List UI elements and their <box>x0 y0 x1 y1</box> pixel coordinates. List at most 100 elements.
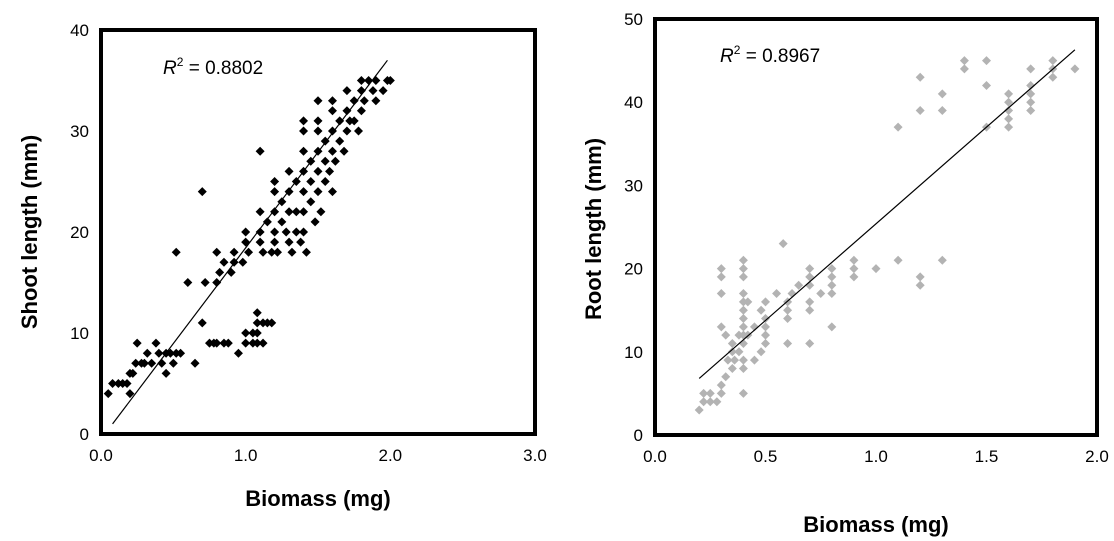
data-point <box>1026 106 1036 116</box>
data-point <box>313 166 323 176</box>
data-point <box>805 297 815 307</box>
data-point <box>738 255 748 265</box>
x-tick-label: 2.0 <box>379 446 403 465</box>
data-point <box>320 156 330 166</box>
data-point <box>937 89 947 99</box>
data-point <box>738 272 748 282</box>
data-point <box>277 217 287 227</box>
data-point <box>716 272 726 282</box>
data-point <box>139 358 149 368</box>
y-tick-labels: 0 10 20 30 40 <box>70 21 89 444</box>
y-tick-label: 50 <box>624 10 643 29</box>
data-point <box>171 247 181 257</box>
data-point <box>299 146 309 156</box>
data-point <box>730 355 740 365</box>
data-point <box>356 76 366 85</box>
data-point <box>270 207 280 217</box>
data-point <box>125 389 135 399</box>
data-point <box>915 106 925 116</box>
data-point <box>306 197 316 207</box>
data-point <box>267 318 277 328</box>
data-point <box>296 237 306 247</box>
data-point <box>267 247 277 257</box>
data-point <box>349 116 359 126</box>
data-point <box>712 397 722 407</box>
x-axis-title: Biomass (mg) <box>245 486 390 511</box>
data-point <box>339 146 349 156</box>
data-point <box>738 289 748 299</box>
data-point <box>694 405 704 415</box>
data-point <box>827 322 837 332</box>
data-point <box>778 239 788 249</box>
data-point <box>738 305 748 315</box>
data-point <box>287 247 297 257</box>
data-point <box>108 379 118 388</box>
data-point <box>937 106 947 116</box>
data-point <box>716 380 726 390</box>
data-point <box>342 126 352 136</box>
data-point <box>723 355 733 365</box>
data-point <box>827 289 837 299</box>
data-point <box>183 278 193 287</box>
y-axis-title: Shoot length (mm) <box>17 135 42 329</box>
data-point <box>284 166 294 176</box>
data-point <box>313 187 323 197</box>
data-point <box>849 264 859 274</box>
data-point <box>738 363 748 373</box>
data-point <box>849 255 859 265</box>
data-point <box>1026 64 1036 74</box>
data-point <box>229 247 239 257</box>
data-point <box>270 187 280 197</box>
data-point <box>871 264 881 274</box>
data-point <box>893 255 903 265</box>
data-point <box>727 347 737 357</box>
data-point <box>371 96 381 106</box>
data-point <box>252 328 262 338</box>
data-point <box>915 280 925 290</box>
data-point <box>716 264 726 274</box>
data-point <box>721 372 731 382</box>
data-point <box>313 126 323 136</box>
data-point <box>131 358 141 368</box>
data-point <box>168 358 178 368</box>
data-point <box>252 338 262 348</box>
data-point <box>816 289 826 299</box>
y-axis-title: Root length (mm) <box>581 138 606 320</box>
data-point <box>327 146 337 156</box>
y-tick-label: 20 <box>624 260 643 279</box>
data-point <box>219 257 229 267</box>
y-tick-label: 30 <box>624 176 643 195</box>
data-point <box>716 322 726 332</box>
data-point <box>223 338 233 348</box>
data-point <box>1026 89 1036 99</box>
data-points <box>103 76 395 399</box>
data-point <box>212 278 222 287</box>
x-tick-labels: 0.0 1.0 2.0 3.0 <box>89 446 547 465</box>
data-point <box>378 86 388 96</box>
trendline <box>698 49 1076 379</box>
data-point <box>749 355 759 365</box>
data-point <box>1070 64 1080 74</box>
data-point <box>805 338 815 348</box>
data-point <box>893 122 903 132</box>
x-tick-labels: 0.0 0.5 1.0 1.5 2.0 <box>643 447 1109 466</box>
data-point <box>190 358 200 368</box>
data-point <box>1048 72 1058 82</box>
data-point <box>255 146 265 156</box>
data-point <box>761 297 770 307</box>
data-point <box>255 207 265 217</box>
data-point <box>103 389 113 399</box>
data-point <box>982 56 991 66</box>
data-point <box>959 56 969 66</box>
data-point <box>1004 106 1014 116</box>
data-point <box>335 116 345 126</box>
data-point <box>241 227 251 237</box>
data-point <box>716 388 726 398</box>
data-point <box>122 379 132 388</box>
data-point <box>937 255 947 265</box>
data-point <box>270 177 280 186</box>
data-point <box>291 207 301 217</box>
data-point <box>359 96 369 106</box>
data-point <box>281 227 291 237</box>
data-point <box>197 318 207 328</box>
